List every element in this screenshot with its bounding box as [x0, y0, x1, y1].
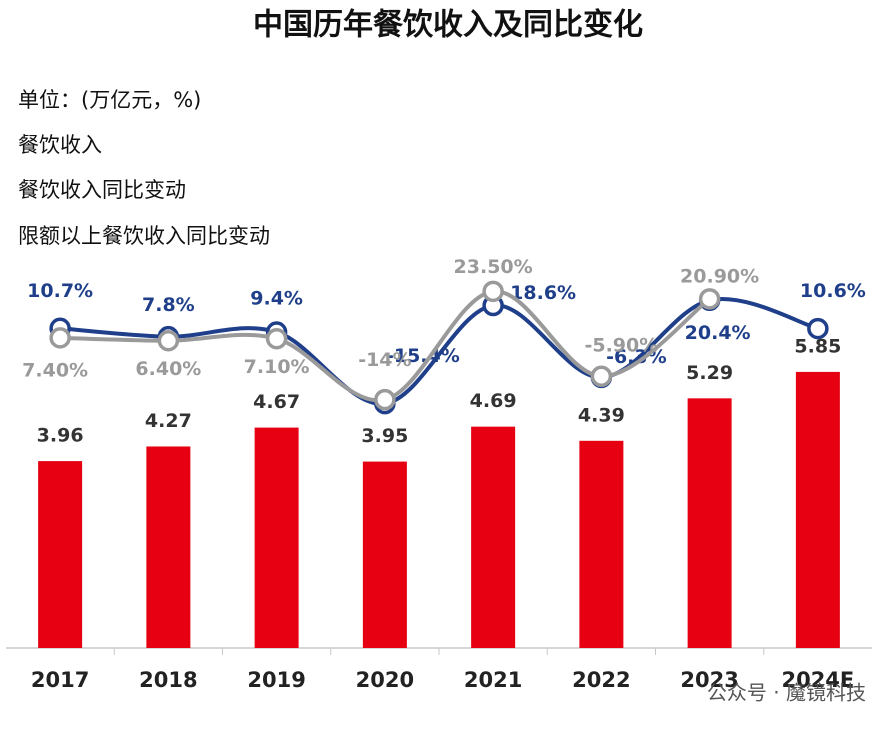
bar — [362, 461, 407, 648]
x-tick-label: 2017 — [31, 668, 89, 692]
bar — [687, 398, 732, 648]
line-value-label: -15.4% — [386, 345, 460, 367]
bar-value-label: 4.67 — [253, 391, 300, 413]
line-marker — [374, 388, 396, 411]
line-marker — [482, 280, 504, 303]
line-value-label: 7.8% — [142, 294, 195, 316]
bar-value-label: 5.85 — [794, 335, 841, 357]
x-tick-label: 2021 — [464, 668, 522, 692]
line-value-label: -14% — [358, 349, 411, 371]
bar-value-label: 5.29 — [686, 362, 733, 384]
line-value-label: 10.7% — [27, 280, 93, 302]
bar-value-label: 4.39 — [578, 404, 625, 426]
x-tick-label: 2020 — [356, 668, 414, 692]
line-marker — [49, 327, 71, 349]
bar — [254, 427, 299, 648]
bar — [579, 440, 624, 648]
unit-label: 单位：(万亿元，%) — [18, 88, 201, 112]
legend-label: 餐饮收入 — [18, 133, 102, 157]
x-tick-label: 2018 — [139, 668, 197, 692]
line-marker — [698, 288, 721, 310]
watermark: 公众号 · 魔镜科技 — [707, 681, 866, 705]
bar-value-label: 4.69 — [470, 390, 517, 412]
line-value-label: 7.10% — [244, 356, 310, 378]
bar — [146, 446, 191, 648]
line-value-label: 6.40% — [135, 358, 201, 380]
legend-label: 餐饮收入同比变动 — [18, 178, 186, 202]
line-marker — [590, 365, 613, 387]
bar-value-label: 4.27 — [145, 410, 192, 432]
chart-title: 中国历年餐饮收入及同比变化 — [253, 8, 643, 43]
line-value-label: 20.90% — [680, 265, 759, 287]
line — [59, 296, 819, 406]
bar — [38, 461, 83, 648]
line-value-label: 7.40% — [22, 359, 88, 381]
x-tick-label: 2023 — [680, 668, 738, 692]
line-marker — [807, 317, 829, 340]
line-marker — [265, 327, 288, 350]
line-value-label: 20.4% — [685, 322, 751, 344]
line-value-label: 18.6% — [510, 282, 576, 304]
x-tick-label: 2024E — [781, 668, 854, 692]
line-marker — [157, 329, 180, 352]
line-value-label: 10.6% — [800, 280, 866, 302]
bar — [471, 426, 516, 648]
x-tick-label: 2019 — [247, 668, 305, 692]
legend-label: 限额以上餐饮收入同比变动 — [18, 224, 270, 248]
bar-value-label: 3.95 — [361, 425, 408, 447]
line-value-label: -5.90% — [584, 335, 658, 357]
line-value-label: 9.4% — [250, 288, 303, 310]
line-value-label: 23.50% — [454, 256, 533, 278]
bar-value-label: 3.96 — [37, 425, 84, 447]
bar — [795, 371, 840, 648]
x-tick-label: 2022 — [572, 668, 630, 692]
